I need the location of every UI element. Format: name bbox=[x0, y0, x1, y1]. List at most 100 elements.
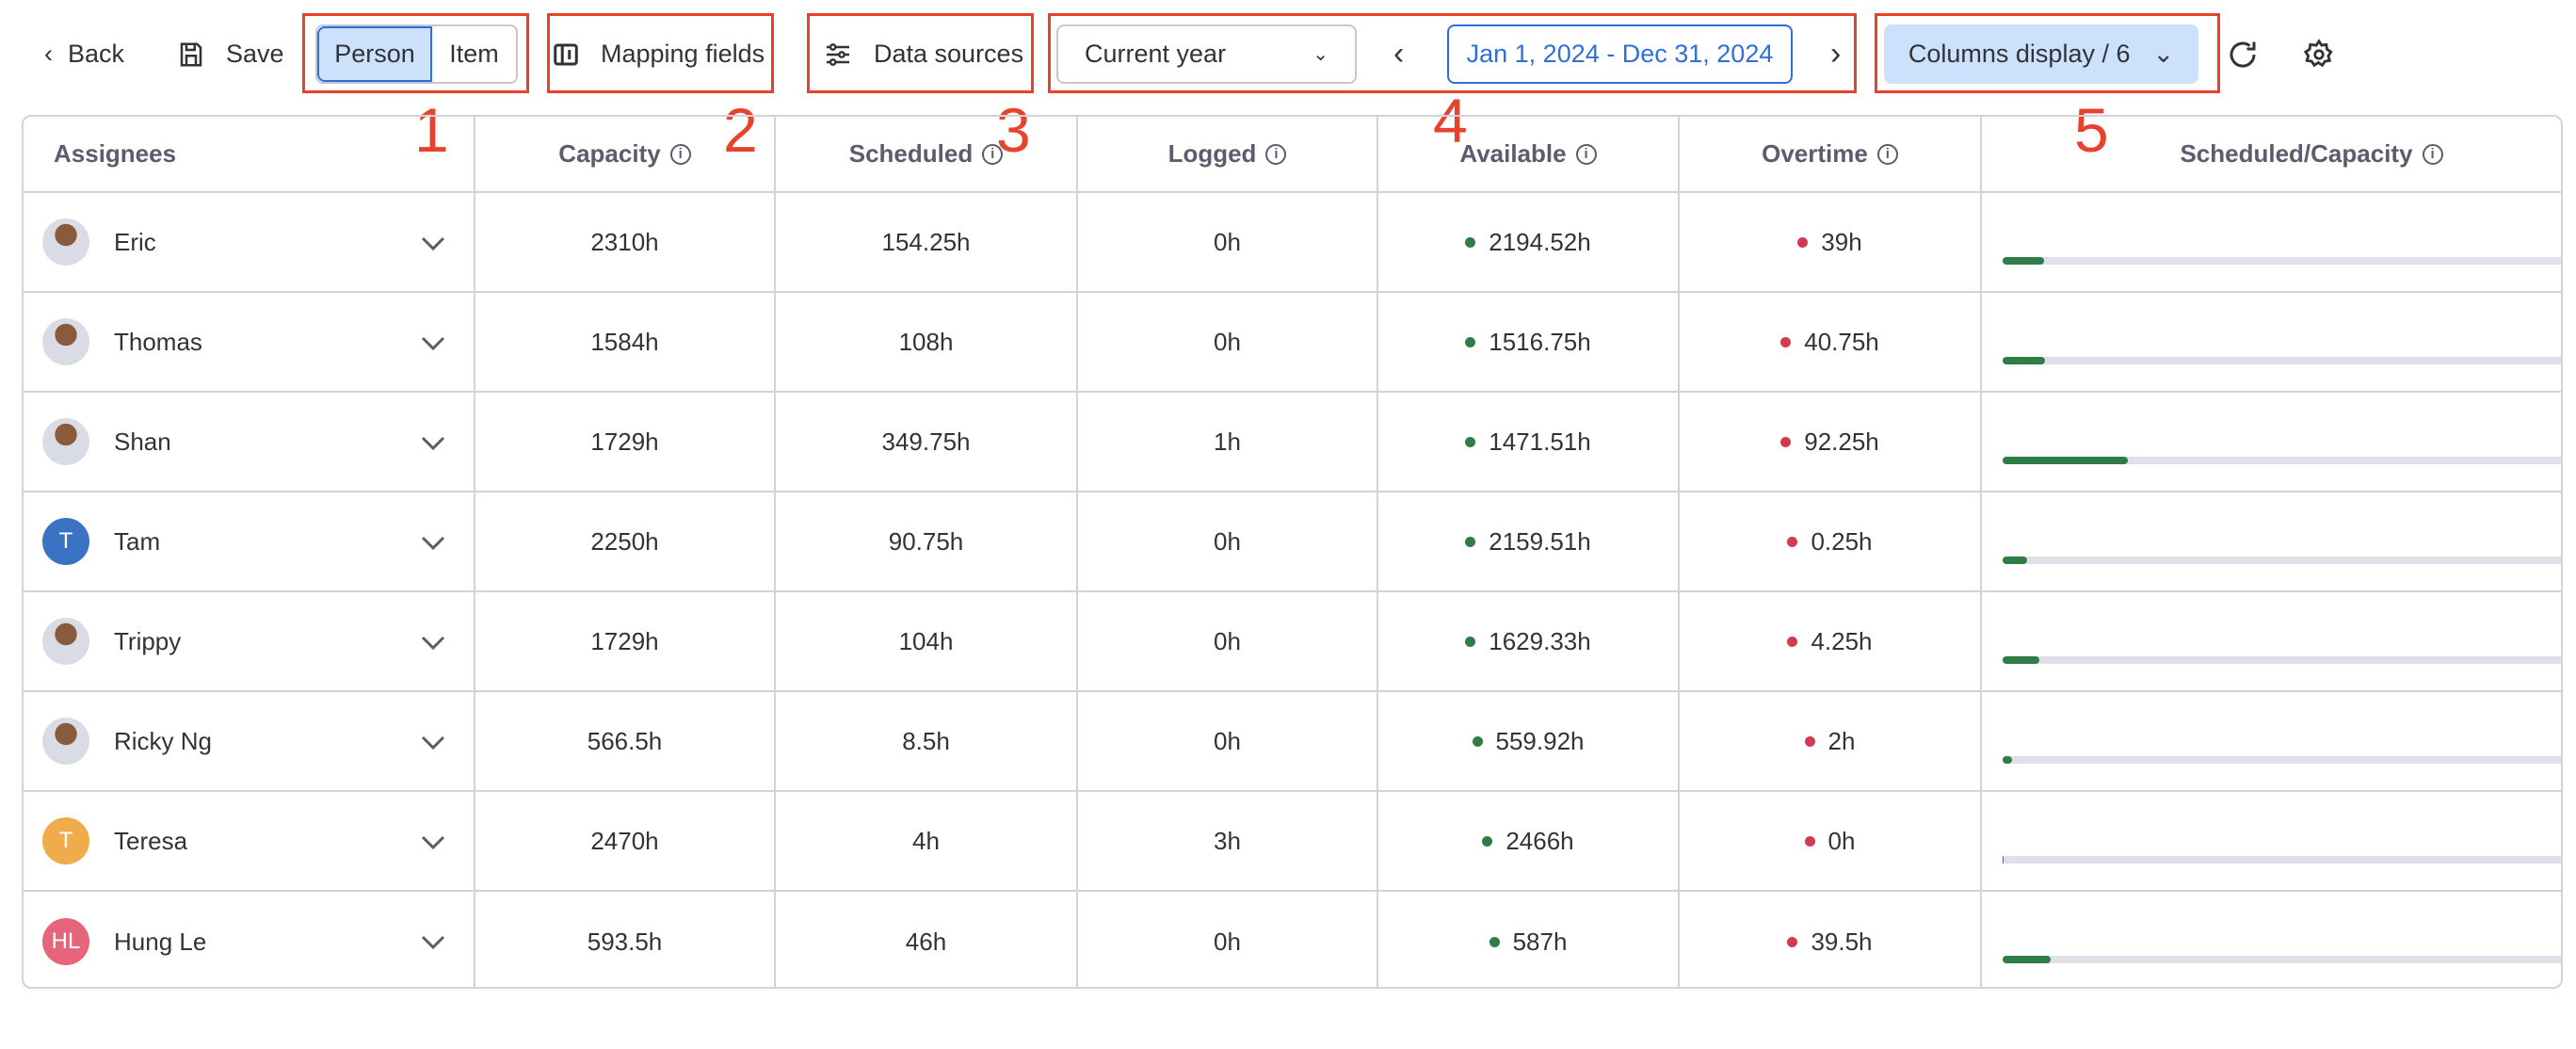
overtime-dot bbox=[1797, 236, 1809, 248]
settings-button[interactable] bbox=[2303, 24, 2335, 84]
header-label: Assignees bbox=[54, 139, 177, 168]
save-icon bbox=[180, 42, 202, 66]
table-row: Thomas 1584h 108h 0h 1516.75h 40.75h bbox=[24, 293, 2561, 393]
chevron-left-icon: ‹ bbox=[44, 40, 53, 68]
chevron-down-icon[interactable] bbox=[421, 528, 445, 557]
available-value: 1471.51h bbox=[1489, 427, 1591, 456]
progress-bar bbox=[2003, 357, 2561, 364]
assignee-name: Hung Le bbox=[114, 927, 207, 956]
overtime-value: 0.25h bbox=[1811, 526, 1873, 556]
available-value: 2159.51h bbox=[1489, 526, 1591, 556]
overtime-cell: 40.75h bbox=[1680, 293, 1982, 391]
overtime-dot bbox=[1804, 835, 1815, 847]
overtime-cell: 39h bbox=[1680, 193, 1982, 291]
overtime-dot bbox=[1787, 636, 1798, 647]
assignee-cell: Trippy bbox=[24, 592, 475, 690]
available-dot bbox=[1472, 735, 1483, 747]
assignee-name: Tam bbox=[114, 526, 161, 556]
avatar bbox=[42, 318, 89, 365]
available-value: 559.92h bbox=[1495, 726, 1585, 755]
scheduled-value: 90.75h bbox=[888, 526, 964, 556]
assignee-name: Ricky Ng bbox=[114, 726, 213, 755]
chevron-down-icon[interactable] bbox=[421, 728, 445, 757]
header-ratio: Scheduled/Capacity i bbox=[1982, 117, 2561, 191]
next-period-button[interactable]: › bbox=[1830, 36, 1842, 72]
assignee-cell: Thomas bbox=[24, 293, 475, 391]
back-button[interactable]: ‹ Back bbox=[44, 40, 125, 68]
progress-fill bbox=[2003, 557, 2028, 564]
assignee-cell: Ricky Ng bbox=[24, 692, 475, 790]
info-icon[interactable]: i bbox=[1876, 143, 1898, 165]
available-cell: 587h bbox=[1378, 892, 1680, 987]
progress-bar bbox=[2003, 656, 2561, 664]
save-button[interactable]: Save bbox=[177, 24, 284, 84]
logged-cell: 0h bbox=[1078, 692, 1378, 790]
table-header: Assignees Capacity i Scheduled i Logged i Avail… bbox=[24, 117, 2561, 193]
chevron-down-icon[interactable] bbox=[421, 628, 445, 657]
overtime-value: 2h bbox=[1827, 726, 1856, 755]
available-cell: 1471.51h bbox=[1378, 393, 1680, 491]
capacity-value: 1584h bbox=[590, 327, 659, 356]
columns-display-button[interactable]: Columns display / 6 ⌄ bbox=[1884, 24, 2198, 84]
annotation-box-3 bbox=[807, 13, 1034, 93]
scheduled-value: 349.75h bbox=[881, 427, 971, 456]
date-range-picker[interactable]: Jan 1, 2024 - Dec 31, 2024 bbox=[1447, 24, 1793, 84]
info-icon[interactable]: i bbox=[1575, 143, 1597, 165]
chevron-down-icon[interactable] bbox=[421, 229, 445, 258]
info-icon[interactable]: i bbox=[982, 143, 1004, 165]
scheduled-cell: 104h bbox=[776, 592, 1078, 690]
logged-value: 3h bbox=[1214, 826, 1241, 855]
annotation-box-4 bbox=[1048, 13, 1857, 93]
prev-period-button[interactable]: ‹ bbox=[1393, 36, 1405, 72]
toggle-item[interactable]: Item bbox=[449, 40, 499, 68]
avatar bbox=[42, 418, 89, 465]
table-row: Shan 1729h 349.75h 1h 1471.51h 92.25h bbox=[24, 393, 2561, 492]
refresh-button[interactable] bbox=[2226, 24, 2260, 84]
overtime-cell: 39.5h bbox=[1680, 892, 1982, 987]
gear-icon bbox=[2303, 38, 2333, 67]
toggle-person[interactable]: Person bbox=[317, 26, 432, 82]
overtime-value: 0h bbox=[1827, 826, 1856, 855]
capacity-value: 1729h bbox=[590, 427, 659, 456]
overtime-cell: 2h bbox=[1680, 692, 1982, 790]
assignee-name: Teresa bbox=[114, 826, 188, 855]
avatar: HL bbox=[42, 918, 89, 965]
overtime-dot bbox=[1780, 436, 1792, 447]
table-row: T Teresa 2470h 4h 3h 2466h 0h bbox=[24, 792, 2561, 892]
info-icon[interactable]: i bbox=[1265, 143, 1287, 165]
ratio-cell bbox=[1982, 792, 2561, 890]
logged-cell: 0h bbox=[1078, 193, 1378, 291]
available-cell: 559.92h bbox=[1378, 692, 1680, 790]
view-toggle[interactable]: Person Item bbox=[315, 24, 518, 84]
progress-fill bbox=[2003, 357, 2045, 364]
chevron-down-icon[interactable] bbox=[421, 828, 445, 857]
period-select[interactable]: Current year ⌄ bbox=[1056, 24, 1357, 84]
progress-fill bbox=[2003, 656, 2040, 664]
scheduled-cell: 108h bbox=[776, 293, 1078, 391]
assignee-name: Eric bbox=[114, 227, 156, 256]
scheduled-value: 4h bbox=[912, 826, 940, 855]
overtime-dot bbox=[1787, 536, 1798, 547]
available-dot bbox=[1465, 636, 1476, 647]
capacity-value: 2310h bbox=[590, 227, 659, 256]
info-icon[interactable]: i bbox=[2422, 143, 2443, 165]
info-icon[interactable]: i bbox=[669, 143, 691, 165]
logged-cell: 0h bbox=[1078, 892, 1378, 987]
mapping-fields-button[interactable]: Mapping fields bbox=[552, 24, 765, 84]
progress-bar bbox=[2003, 257, 2561, 265]
assignee-cell: Eric bbox=[24, 193, 475, 291]
available-value: 2466h bbox=[1505, 826, 1574, 855]
capacity-cell: 2470h bbox=[475, 792, 776, 890]
annotation-number: 1 bbox=[414, 95, 449, 165]
chevron-down-icon[interactable] bbox=[421, 329, 445, 358]
chevron-down-icon[interactable] bbox=[421, 428, 445, 458]
ratio-cell bbox=[1982, 692, 2561, 790]
table-row: T Tam 2250h 90.75h 0h 2159.51h 0.25h bbox=[24, 492, 2561, 592]
capacity-table: Assignees Capacity i Scheduled i Logged i Avail… bbox=[22, 115, 2563, 989]
chevron-down-icon[interactable] bbox=[421, 928, 445, 957]
progress-fill bbox=[2003, 856, 2004, 863]
overtime-dot bbox=[1787, 936, 1798, 947]
logged-value: 0h bbox=[1214, 227, 1241, 256]
data-sources-button[interactable]: Data sources bbox=[823, 24, 1023, 84]
overtime-cell: 0h bbox=[1680, 792, 1982, 890]
